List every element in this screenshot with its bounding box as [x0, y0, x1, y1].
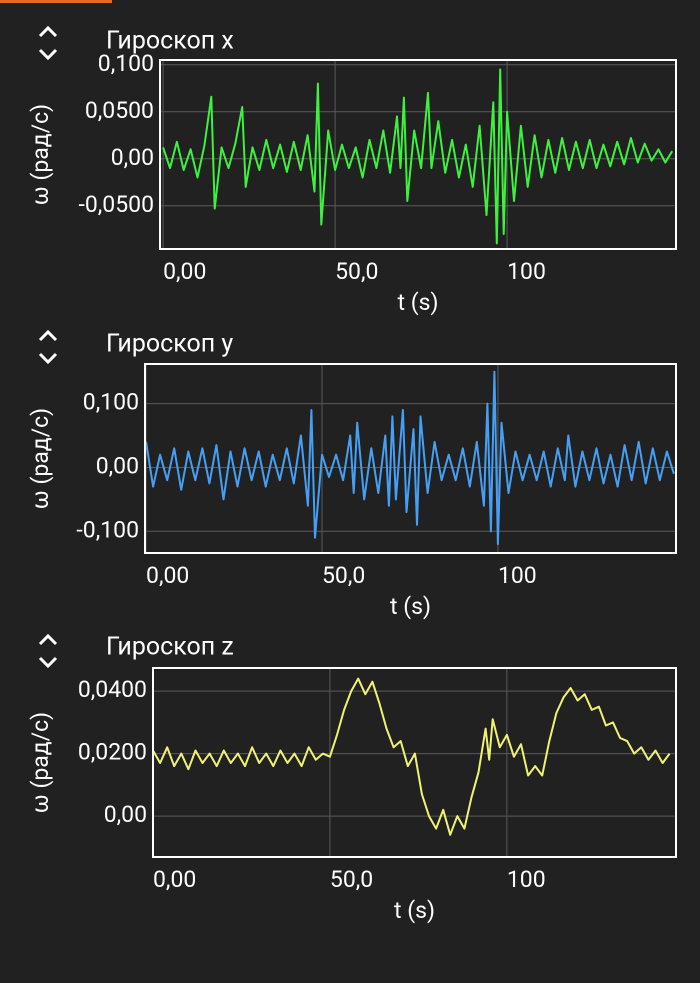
- chart: Гироскоп z ω (рад/с) t (s) 0,0400 0,0200 0,00…: [27, 633, 677, 924]
- data-line: [162, 68, 674, 245]
- collapse-icon[interactable]: [38, 25, 58, 61]
- y-tick-label: 0,00: [96, 453, 139, 480]
- y-tick-label: 0,00: [111, 144, 154, 171]
- x-tick-label: 100: [507, 258, 546, 285]
- x-tick-label: 100: [498, 562, 537, 589]
- y-tick-label: -0,100: [76, 516, 139, 543]
- y-tick-label: 0,0200: [78, 739, 147, 766]
- y-tick-label: -0,0500: [78, 191, 154, 218]
- y-tick-label: 0,100: [98, 50, 154, 77]
- x-tick-label: 50,0: [322, 562, 365, 589]
- data-line: [153, 677, 671, 836]
- collapse-icon[interactable]: [38, 329, 58, 365]
- plot-frame: [159, 59, 677, 250]
- y-tick-label: 0,0500: [85, 97, 154, 124]
- chart: Гироскоп y ω (рад/с) t (s) 0,100 0,00 -0,100 0…: [27, 330, 677, 620]
- y-axis-label: ω (рад/с): [27, 712, 54, 813]
- chart: Гироскоп x ω (рад/с) t (s) 0,100 0,0500 0,00 -…: [27, 27, 677, 316]
- y-tick-label: 0,100: [83, 389, 139, 416]
- collapse-icon[interactable]: [38, 633, 58, 669]
- x-axis-label: t (s): [390, 593, 431, 620]
- y-tick-label: 0,0400: [78, 676, 147, 703]
- x-axis-label: t (s): [398, 289, 439, 316]
- x-tick-label: 100: [507, 866, 546, 893]
- chart-title: Гироскоп z: [106, 633, 234, 662]
- y-axis-label: ω (рад/с): [27, 104, 54, 205]
- x-tick-label: 50,0: [330, 866, 373, 893]
- x-tick-label: 50,0: [335, 258, 378, 285]
- plot-frame: [152, 667, 677, 858]
- x-tick-label: 0,00: [163, 258, 206, 285]
- chart-title: Гироскоп x: [106, 27, 234, 56]
- x-axis-label: t (s): [394, 897, 435, 924]
- y-tick-label: 0,00: [104, 801, 147, 828]
- plot-frame: [144, 363, 677, 554]
- data-line: [145, 370, 675, 546]
- chart-title: Гироскоп y: [106, 330, 233, 359]
- y-axis-label: ω (рад/с): [27, 408, 54, 509]
- x-tick-label: 0,00: [146, 562, 189, 589]
- tab-indicator: [0, 0, 112, 3]
- x-tick-label: 0,00: [153, 866, 196, 893]
